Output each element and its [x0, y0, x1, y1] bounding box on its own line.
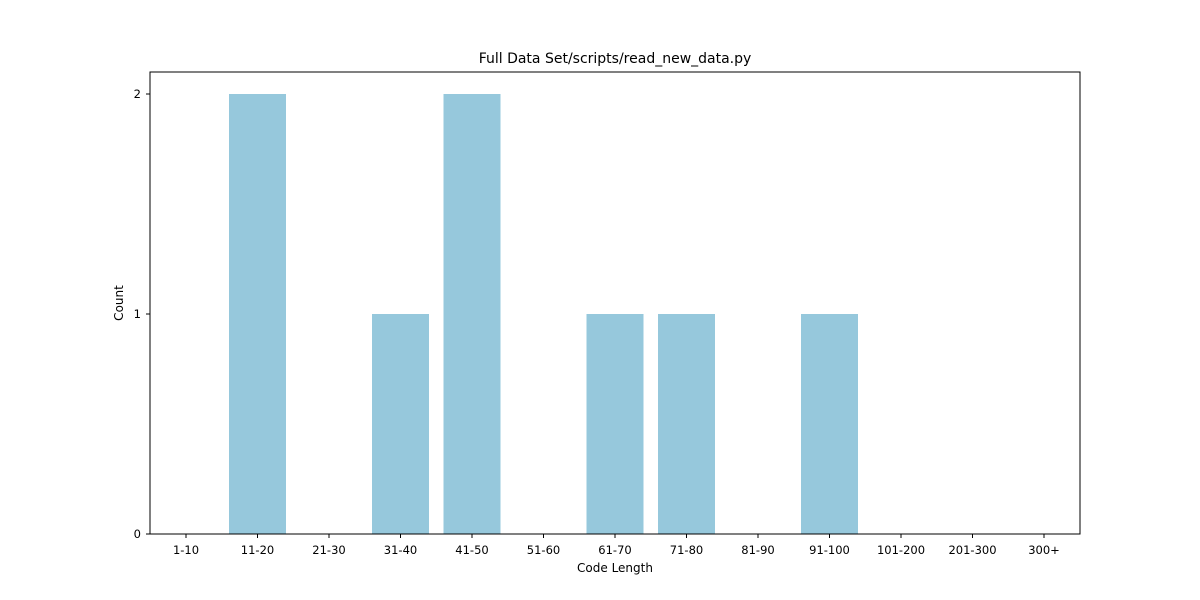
- bar-61-70: [586, 314, 644, 534]
- plot-frame: [149, 71, 1081, 535]
- bars-layer: [229, 94, 858, 534]
- x-tick-label: 71-80: [670, 543, 703, 557]
- bar-31-40: [372, 314, 429, 534]
- x-tick-label: 1-10: [173, 543, 199, 557]
- x-ticks-layer: 1-10 11-20 21-30 31-40 41-50 51-60 61-70 71-80 8…: [173, 534, 1060, 557]
- x-axis-label: Code Length: [577, 561, 653, 575]
- bar-11-20: [229, 94, 286, 534]
- chart-title: Full Data Set/scripts/read_new_data.py: [479, 51, 752, 67]
- bar-41-50: [443, 94, 501, 534]
- x-tick-label: 91-100: [809, 543, 850, 557]
- x-tick-label: 81-90: [741, 543, 774, 557]
- x-tick-label: 201-300: [948, 543, 996, 557]
- x-tick-label: 51-60: [527, 543, 560, 557]
- x-tick-label: 11-20: [241, 543, 274, 557]
- bar-91-100: [801, 314, 858, 534]
- y-tick-label: 0: [134, 527, 141, 541]
- y-tick-label: 2: [134, 87, 141, 101]
- y-axis-label: Count: [112, 285, 126, 321]
- bar-71-80: [658, 314, 715, 534]
- x-tick-label: 41-50: [455, 543, 488, 557]
- x-tick-label: 31-40: [384, 543, 417, 557]
- x-tick-label: 21-30: [312, 543, 345, 557]
- x-tick-label: 101-200: [877, 543, 925, 557]
- x-tick-label: 300+: [1028, 543, 1060, 557]
- y-tick-label: 1: [134, 307, 141, 321]
- x-tick-label: 61-70: [598, 543, 631, 557]
- y-ticks-layer: 0 1 2: [134, 87, 150, 541]
